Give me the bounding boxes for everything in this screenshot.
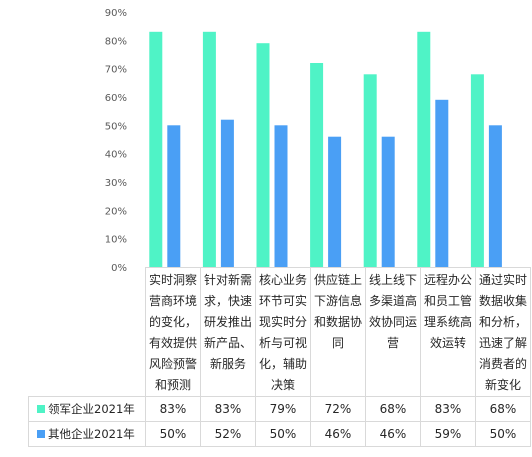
data-label: 46% (365, 421, 421, 447)
bar (167, 125, 181, 267)
bar (220, 119, 234, 267)
data-table: 实时洞察营商环境的变化，有效提供风险预警和预测 针对新需求，快速研发推出新产品、… (28, 267, 531, 447)
y-tick-label: 10% (105, 235, 127, 246)
bar (256, 43, 270, 268)
data-label: 50% (255, 421, 311, 447)
y-tick-label: 80% (105, 36, 127, 47)
data-label: 79% (255, 396, 311, 422)
data-label: 46% (310, 421, 366, 447)
data-label: 59% (420, 421, 476, 447)
bar (381, 136, 395, 267)
data-label: 83% (145, 396, 201, 422)
category-label: 实时洞察营商环境的变化，有效提供风险预警和预测 (145, 267, 201, 397)
y-tick-label: 60% (105, 93, 127, 104)
bar (328, 136, 342, 267)
category-label: 远程办公和员工管理系统高效运转 (420, 267, 476, 397)
series-row-leader: 领军企业2021年 83% 83% 79% 72% 68% 83% 68% (28, 396, 531, 422)
category-label: 核心业务环节可实现实时分析与可视化，辅助决策 (255, 267, 311, 397)
data-label: 50% (145, 421, 201, 447)
category-label: 供应链上下游信息和数据协同 (310, 267, 366, 397)
bar (274, 125, 288, 267)
bar (363, 74, 377, 267)
data-label: 68% (365, 396, 421, 422)
legend-entry: 其他企业2021年 (28, 421, 146, 447)
category-label: 通过实时数据收集和分析，迅速了解消费者的新变化 (475, 267, 531, 397)
bar (149, 31, 163, 267)
y-tick-label: 20% (105, 206, 127, 217)
legend-entry: 领军企业2021年 (28, 396, 146, 422)
y-tick-label: 50% (105, 121, 127, 132)
data-label: 50% (475, 421, 531, 447)
data-label: 68% (475, 396, 531, 422)
bar (202, 31, 216, 267)
data-label: 83% (200, 396, 256, 422)
y-tick-label: 30% (105, 178, 127, 189)
y-tick-label: 90% (105, 8, 127, 19)
category-row: 实时洞察营商环境的变化，有效提供风险预警和预测 针对新需求，快速研发推出新产品、… (28, 267, 531, 397)
bar (435, 99, 449, 267)
legend-swatch-icon (37, 430, 45, 438)
data-label: 52% (200, 421, 256, 447)
data-label: 72% (310, 396, 366, 422)
y-axis: 0%10%20%30%40%50%60%70%80%90% (105, 8, 127, 274)
data-label: 83% (420, 396, 476, 422)
bar (470, 74, 484, 267)
bar (488, 125, 502, 267)
legend-swatch-icon (37, 405, 45, 413)
bars (149, 31, 502, 268)
table-corner (28, 267, 146, 397)
bar (310, 63, 324, 267)
category-label: 线上线下多渠道高效协同运营 (365, 267, 421, 397)
y-tick-label: 40% (105, 150, 127, 161)
category-label: 针对新需求，快速研发推出新产品、新服务 (200, 267, 256, 397)
y-tick-label: 70% (105, 65, 127, 76)
bar (417, 31, 431, 267)
series-row-other: 其他企业2021年 50% 52% 50% 46% 46% 59% 50% (28, 421, 531, 447)
